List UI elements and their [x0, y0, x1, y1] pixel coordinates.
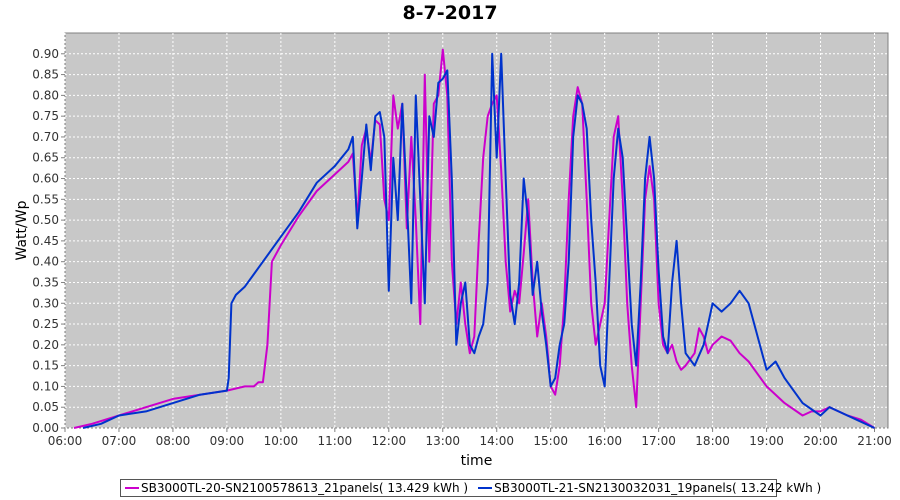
y-tick-label: 0.45	[32, 234, 59, 248]
x-tick-label: 07:00	[102, 434, 137, 448]
legend-swatch-series-2	[478, 487, 493, 489]
x-tick-label: 15:00	[533, 434, 568, 448]
grid-lines	[64, 33, 888, 429]
legend-label-series-1: SB3000TL-20-SN2100578613_21panels( 13.42…	[141, 481, 469, 495]
x-tick-label: 21:00	[857, 434, 892, 448]
legend-swatch-series-1	[125, 487, 139, 489]
chart-title: 8-7-2017	[402, 2, 498, 24]
x-tick-label: 18:00	[695, 434, 730, 448]
y-tick-label: 0.00	[32, 421, 59, 435]
x-axis-ticks: 06:00 07:00 08:00 09:00 10:00 11:00 12:00 13:00…	[48, 428, 892, 448]
legend-label-series-2: SB3000TL-21-SN2130032031_19panels( 13.24…	[494, 481, 822, 495]
x-tick-label: 09:00	[210, 434, 245, 448]
series-line-2	[82, 52, 875, 429]
plot-area	[64, 32, 889, 429]
x-tick-label: 11:00	[318, 434, 353, 448]
y-tick-label: 0.50	[32, 213, 59, 227]
y-tick-label: 0.60	[32, 172, 59, 186]
legend: SB3000TL-20-SN2100578613_21panels( 13.42…	[120, 479, 821, 497]
y-tick-label: 0.10	[32, 379, 59, 393]
x-tick-label: 17:00	[641, 434, 676, 448]
y-tick-label: 0.05	[32, 400, 59, 414]
x-tick-label: 08:00	[156, 434, 191, 448]
x-tick-label: 14:00	[479, 434, 514, 448]
y-tick-label: 0.85	[32, 68, 59, 82]
x-axis-label: time	[461, 453, 493, 469]
y-tick-label: 0.40	[32, 255, 59, 269]
x-tick-label: 06:00	[48, 434, 83, 448]
series-lines	[73, 48, 876, 429]
y-tick-label: 0.35	[32, 275, 59, 289]
y-tick-label: 0.80	[32, 88, 59, 102]
y-tick-label: 0.15	[32, 359, 59, 373]
x-tick-label: 16:00	[587, 434, 622, 448]
x-tick-label: 20:00	[803, 434, 838, 448]
y-tick-label: 0.25	[32, 317, 59, 331]
y-tick-label: 0.65	[32, 151, 59, 165]
legend-item-series-2: SB3000TL-21-SN2130032031_19panels( 13.24…	[478, 481, 821, 495]
y-tick-label: 0.55	[32, 192, 59, 206]
legend-item-series-1: SB3000TL-20-SN2100578613_21panels( 13.42…	[125, 481, 468, 495]
y-tick-label: 0.90	[32, 47, 59, 61]
x-tick-label: 19:00	[749, 434, 784, 448]
y-axis-label: Watt/Wp	[14, 200, 30, 260]
y-tick-label: 0.75	[32, 109, 59, 123]
y-tick-label: 0.70	[32, 130, 59, 144]
y-axis-ticks: 0.00 0.05 0.10 0.15 0.20 0.25 0.30 0.35 0.40 0.45…	[32, 47, 65, 435]
x-tick-label: 12:00	[372, 434, 407, 448]
y-tick-label: 0.20	[32, 338, 59, 352]
x-tick-label: 10:00	[264, 434, 299, 448]
y-tick-label: 0.30	[32, 296, 59, 310]
x-tick-label: 13:00	[425, 434, 460, 448]
